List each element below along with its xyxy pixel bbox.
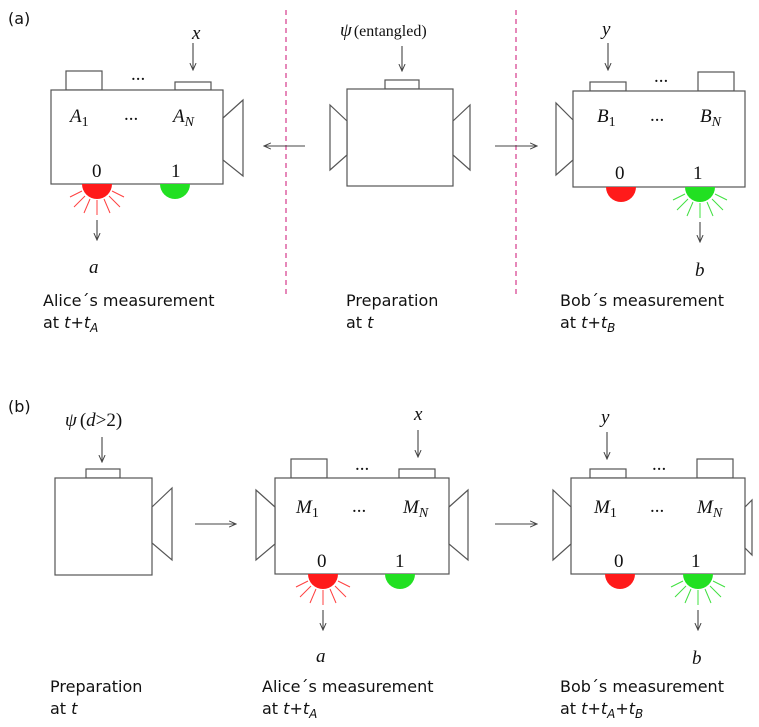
alice-b-red-led: [308, 574, 338, 589]
alice-b-setting-button-n: [398, 468, 436, 479]
source-b-box: [54, 477, 153, 576]
bob-b-output-b: b: [692, 648, 702, 669]
bob-b-light-rays: [670, 580, 726, 605]
alice-output-a: a: [89, 257, 99, 278]
alice-input-port: [222, 98, 244, 178]
alice-setting-n: AN: [171, 106, 195, 130]
bob-b-input-y: y: [599, 407, 610, 428]
bob-output-b: b: [695, 260, 705, 281]
alice-caption-a-line2: at t+tA: [43, 313, 98, 335]
bob-b-outcome-0: 0: [614, 551, 624, 572]
panel-b-label: (b): [8, 397, 31, 416]
alice-caption-b-line2: at t+tA: [262, 699, 317, 721]
alice-setting-button-1: [65, 70, 103, 91]
bob-caption-b-line1: Bob´s measurement: [560, 677, 724, 696]
alice-box: [50, 89, 224, 185]
bob-device-b: y ... M1 ... MN 0 1 b: [552, 407, 753, 669]
source-device-a: ψ (entangled): [329, 20, 471, 187]
bob-b-box: [570, 477, 746, 575]
alice-b-input-x: x: [413, 404, 423, 425]
alice-b-dots-mid: ...: [352, 496, 366, 517]
alice-dots-top: ...: [131, 64, 145, 85]
alice-b-light-rays: [295, 580, 351, 605]
bob-input-port: [555, 101, 574, 177]
alice-outcome-0: 0: [92, 161, 102, 182]
bob-dots-mid: ...: [650, 105, 664, 126]
bob-caption-a-line2: at t+tB: [560, 313, 615, 335]
source-button: [384, 79, 420, 90]
bob-caption-b-line2: at t+tA+tB: [560, 699, 643, 721]
bob-box: [572, 90, 746, 188]
bob-b-setting-button-1: [589, 468, 627, 479]
alice-b-output-port: [448, 488, 469, 562]
source-caption-a-line2: at t: [346, 313, 374, 332]
bob-setting-button-1: [589, 81, 627, 92]
source-caption-b-line2: at t: [50, 699, 78, 718]
panel-a-label: (a): [8, 9, 30, 28]
bob-b-dots-mid: ...: [650, 496, 664, 517]
source-caption-b-line1: Preparation: [50, 677, 142, 696]
alice-b-outcome-1: 1: [395, 551, 405, 572]
bob-red-led: [606, 187, 636, 202]
alice-caption-a-line1: Alice´s measurement: [43, 291, 215, 310]
source-caption-a-line1: Preparation: [346, 291, 438, 310]
bob-b-input-port: [552, 488, 572, 562]
bob-b-setting-1: M1: [593, 497, 617, 521]
bob-device-a: y ... B1 ... BN 0 1 b: [555, 19, 746, 281]
alice-device-a: x ... A1 ... AN 0 1 a: [50, 23, 244, 278]
bob-dots-top: ...: [654, 66, 668, 87]
source-b-port: [151, 486, 173, 562]
bob-setting-n: BN: [700, 106, 722, 130]
bob-green-led: [685, 187, 715, 202]
bob-b-setting-n: MN: [696, 497, 723, 521]
alice-b-input-port: [255, 488, 276, 562]
alice-b-box: [274, 477, 450, 575]
alice-b-outcome-0: 0: [317, 551, 327, 572]
bob-light-rays: [672, 193, 728, 218]
bob-setting-1: B1: [597, 106, 616, 130]
source-b-button: [85, 468, 121, 479]
bob-input-y: y: [600, 19, 611, 40]
bob-b-output-port: [744, 498, 753, 557]
source-left-port: [329, 103, 348, 172]
bob-b-setting-button-n: [696, 458, 734, 479]
source-input-label: ψ (entangled): [340, 20, 427, 41]
source-device-b: ψ (d>2): [54, 410, 173, 576]
alice-red-led: [82, 184, 112, 199]
bob-caption-a-line1: Bob´s measurement: [560, 291, 724, 310]
alice-b-setting-n: MN: [402, 497, 429, 521]
alice-b-setting-button-1: [290, 458, 328, 479]
alice-b-setting-1: M1: [295, 497, 319, 521]
alice-setting-button-n: [174, 81, 212, 91]
bob-b-dots-top: ...: [652, 454, 666, 475]
alice-setting-1: A1: [68, 106, 89, 130]
alice-caption-b-line1: Alice´s measurement: [262, 677, 434, 696]
bob-b-outcome-1: 1: [691, 551, 701, 572]
alice-dots-mid: ...: [124, 104, 138, 125]
bob-setting-button-n: [697, 71, 735, 92]
alice-b-green-led: [385, 574, 415, 589]
bob-outcome-0: 0: [615, 163, 625, 184]
source-box: [346, 88, 454, 187]
alice-b-output-a: a: [316, 646, 326, 667]
alice-input-x: x: [191, 23, 201, 44]
bob-b-red-led: [605, 574, 635, 589]
alice-green-led: [160, 184, 190, 199]
source-b-input-label: ψ (d>2): [65, 410, 122, 431]
alice-device-b: x ... M1 ... MN 0 1 a: [255, 404, 469, 667]
alice-light-rays: [69, 190, 125, 215]
source-right-port: [452, 103, 471, 172]
bob-outcome-1: 1: [693, 163, 703, 184]
alice-b-dots-top: ...: [355, 454, 369, 475]
bob-b-green-led: [683, 574, 713, 589]
alice-outcome-1: 1: [171, 161, 181, 182]
